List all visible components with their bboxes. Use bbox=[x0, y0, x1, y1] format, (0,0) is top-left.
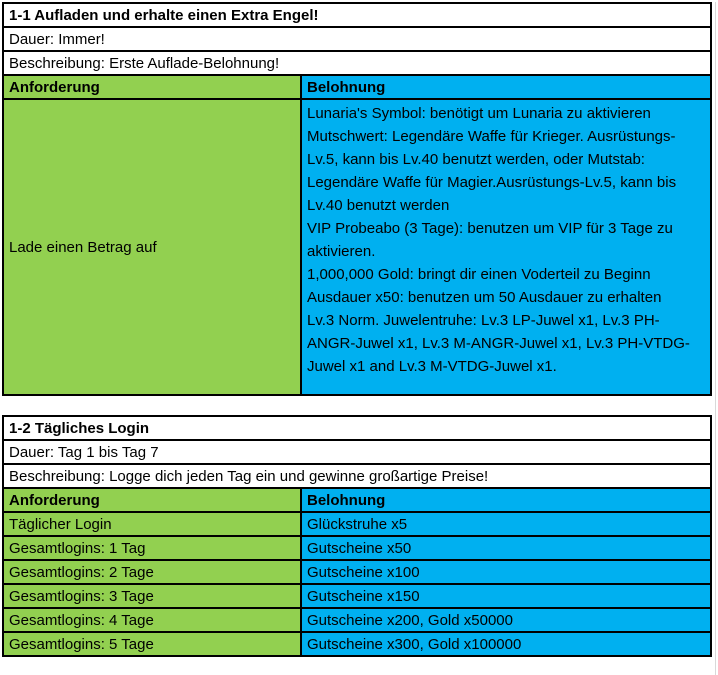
requirement-column-header: Anforderung bbox=[2, 74, 302, 100]
reward-cell: Gutscheine x300, Gold x100000 bbox=[300, 631, 712, 657]
table-row: 1-1 Aufladen und erhalte einen Extra Eng… bbox=[1, 2, 713, 28]
table-row: Gesamtlogins: 4 Tage Gutscheine x200, Go… bbox=[2, 607, 712, 633]
reward-column-header: Belohnung bbox=[299, 74, 713, 100]
table-header-row: Anforderung Belohnung bbox=[2, 74, 713, 100]
table-row: Gesamtlogins: 1 Tag Gutscheine x50 bbox=[2, 535, 712, 561]
requirement-cell: Gesamtlogins: 4 Tage bbox=[2, 607, 302, 633]
table-header-row: Anforderung Belohnung bbox=[2, 487, 712, 513]
table-row: Lade einen Betrag auf Lunaria's Symbol: … bbox=[2, 98, 713, 396]
event-title: 1-1 Aufladen und erhalte einen Extra Eng… bbox=[1, 2, 713, 28]
event-description: Beschreibung: Erste Auflade-Belohnung! bbox=[1, 50, 713, 76]
reward-cell: Glückstruhe x5 bbox=[300, 511, 712, 537]
event-duration: Dauer: Immer! bbox=[1, 26, 713, 52]
table-row: Gesamtlogins: 3 Tage Gutscheine x150 bbox=[2, 583, 712, 609]
table-row: Beschreibung: Logge dich jeden Tag ein u… bbox=[2, 463, 712, 489]
reward-cell: Gutscheine x200, Gold x50000 bbox=[300, 607, 712, 633]
reward-cell: Gutscheine x150 bbox=[300, 583, 712, 609]
event-table-recharge: 1-1 Aufladen und erhalte einen Extra Eng… bbox=[1, 2, 713, 396]
event-duration: Dauer: Tag 1 bis Tag 7 bbox=[2, 439, 712, 465]
table-row: 1-2 Tägliches Login bbox=[2, 415, 712, 441]
requirement-cell: Gesamtlogins: 5 Tage bbox=[2, 631, 302, 657]
reward-cell: Lunaria's Symbol: benötigt um Lunaria zu… bbox=[299, 98, 713, 396]
requirement-cell: Täglicher Login bbox=[2, 511, 302, 537]
table-row: Gesamtlogins: 5 Tage Gutscheine x300, Go… bbox=[2, 631, 712, 657]
reward-cell: Gutscheine x100 bbox=[300, 559, 712, 585]
event-table-daily-login: 1-2 Tägliches Login Dauer: Tag 1 bis Tag… bbox=[2, 415, 712, 657]
table-row: Täglicher Login Glückstruhe x5 bbox=[2, 511, 712, 537]
spreadsheet-gridline bbox=[715, 2, 716, 675]
reward-column-header: Belohnung bbox=[300, 487, 712, 513]
requirement-cell: Gesamtlogins: 2 Tage bbox=[2, 559, 302, 585]
table-row: Beschreibung: Erste Auflade-Belohnung! bbox=[1, 50, 713, 76]
event-description: Beschreibung: Logge dich jeden Tag ein u… bbox=[2, 463, 712, 489]
requirement-cell: Lade einen Betrag auf bbox=[2, 98, 302, 396]
table-row: Dauer: Immer! bbox=[1, 26, 713, 52]
event-title: 1-2 Tägliches Login bbox=[2, 415, 712, 441]
requirement-cell: Gesamtlogins: 3 Tage bbox=[2, 583, 302, 609]
requirement-column-header: Anforderung bbox=[2, 487, 302, 513]
table-row: Dauer: Tag 1 bis Tag 7 bbox=[2, 439, 712, 465]
reward-cell: Gutscheine x50 bbox=[300, 535, 712, 561]
requirement-cell: Gesamtlogins: 1 Tag bbox=[2, 535, 302, 561]
table-row: Gesamtlogins: 2 Tage Gutscheine x100 bbox=[2, 559, 712, 585]
table-gap-spacer bbox=[0, 396, 718, 415]
